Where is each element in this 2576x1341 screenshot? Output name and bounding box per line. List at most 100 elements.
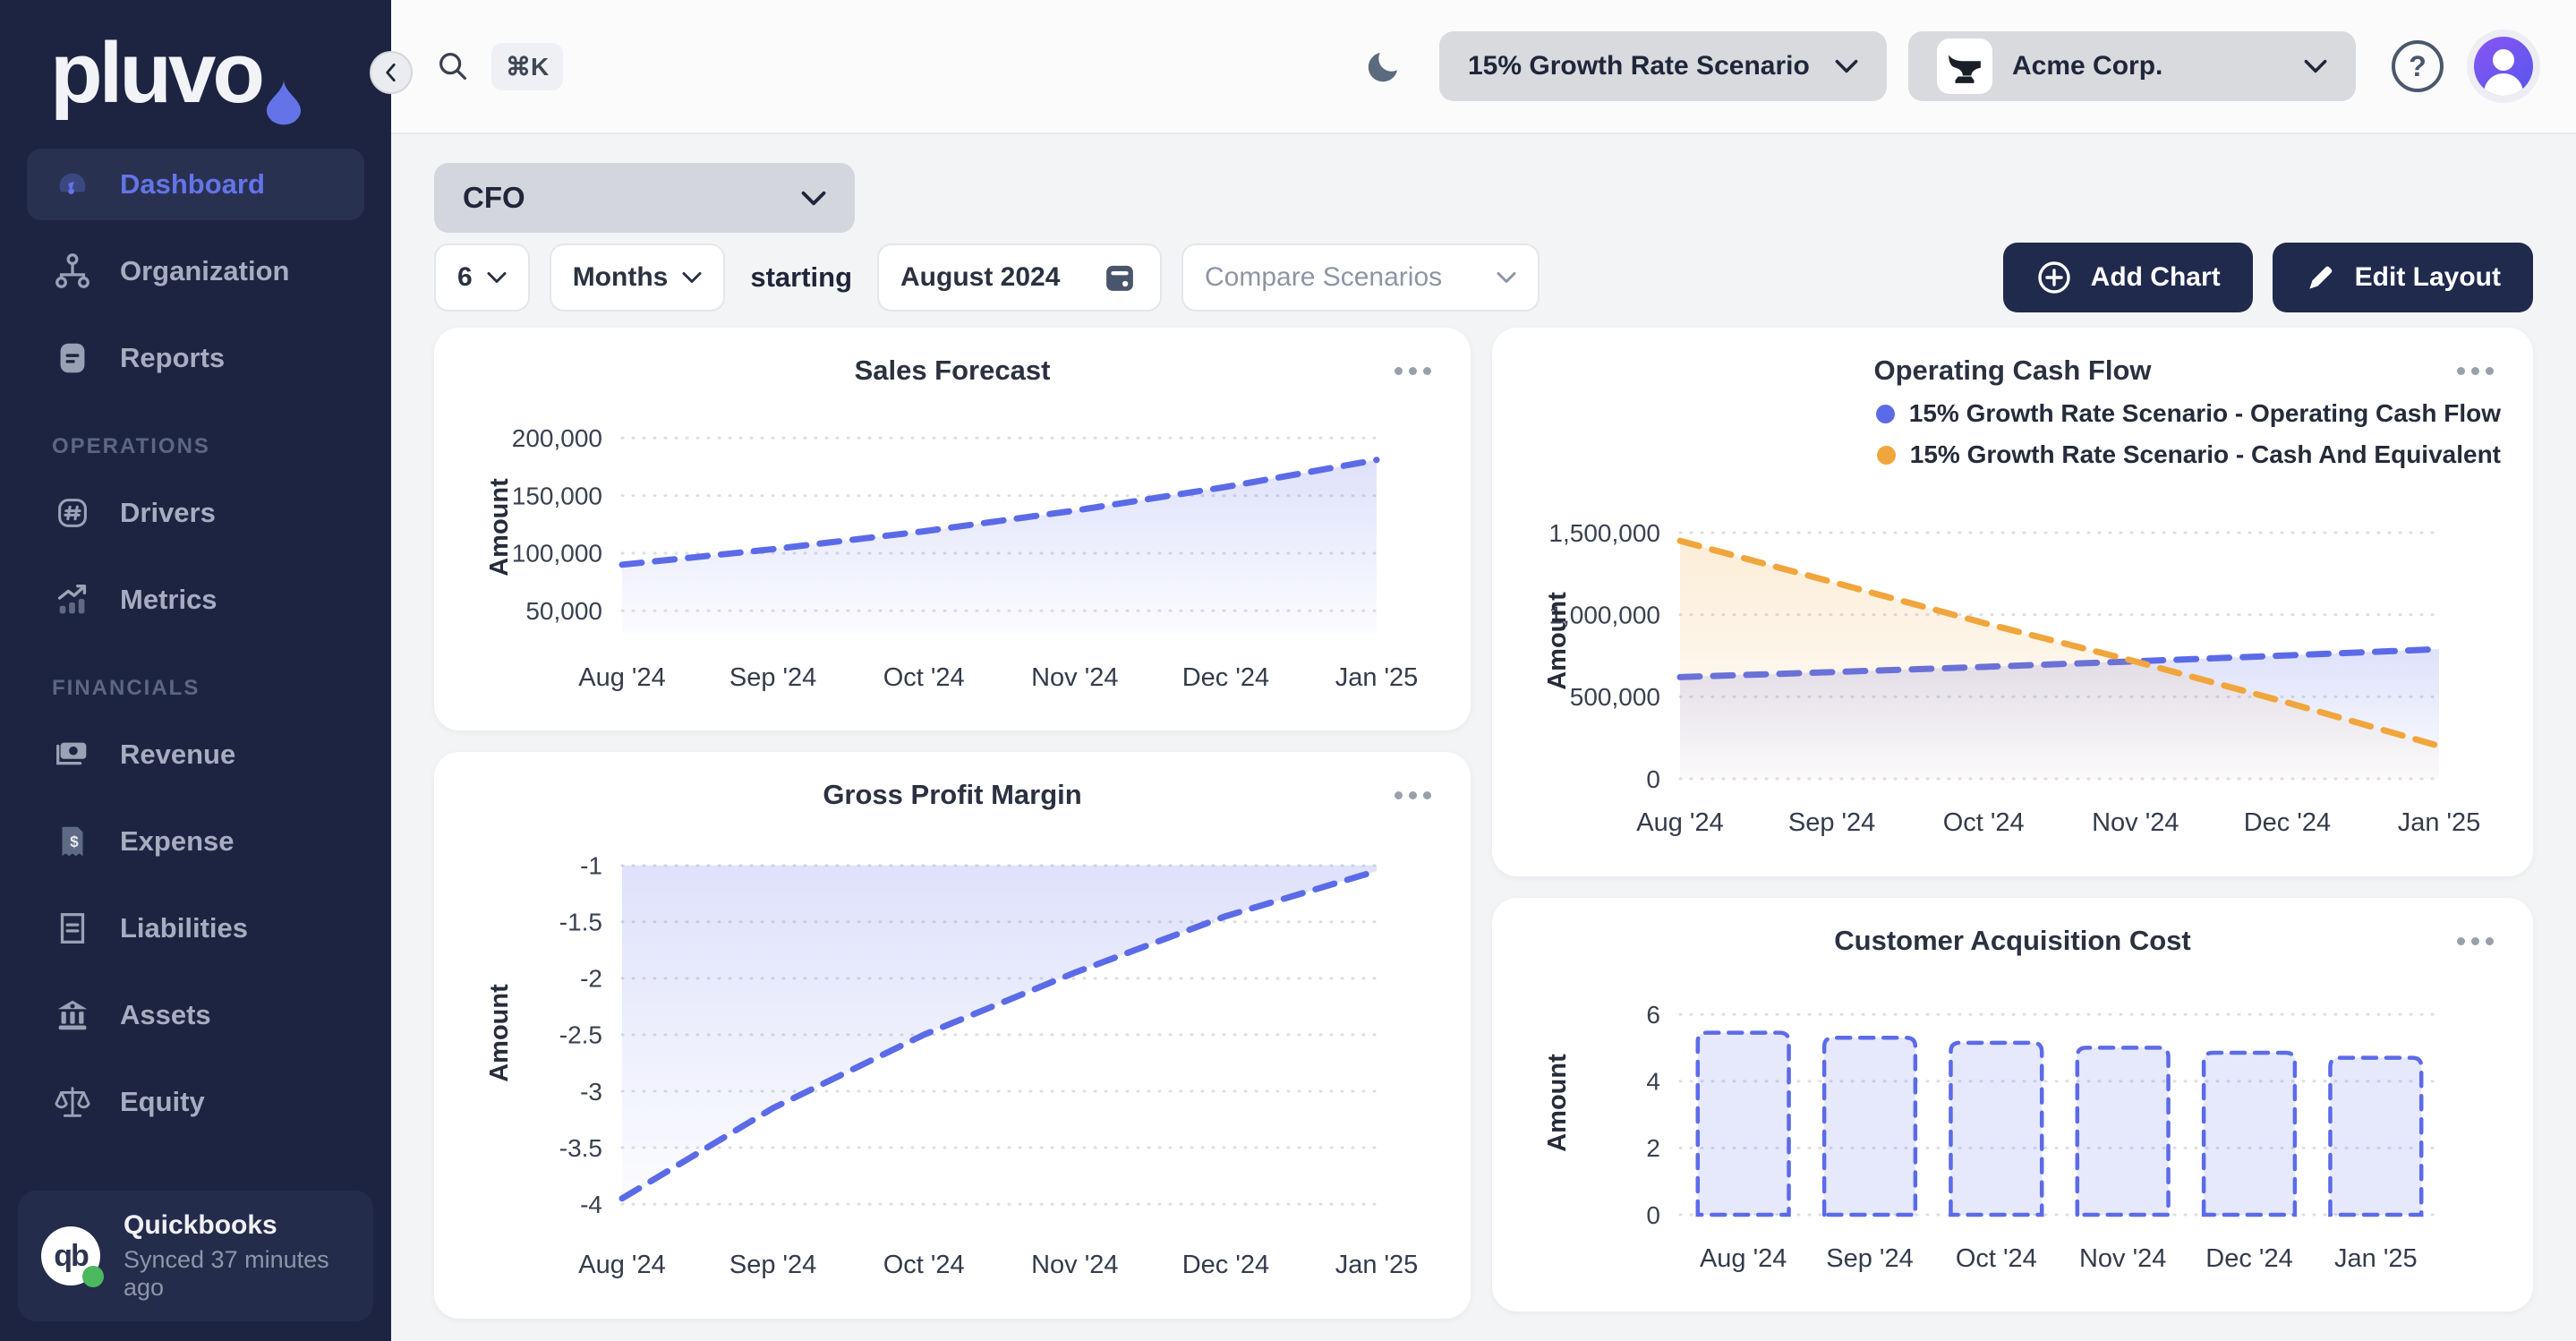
- svg-text:0: 0: [1646, 765, 1660, 793]
- add-chart-button[interactable]: Add Chart: [2002, 243, 2253, 312]
- sidebar-collapse-button[interactable]: [370, 51, 413, 94]
- card-customer-acquisition-cost: Customer Acquisition Cost 6 4 2 0 Amount Aug …: [1492, 898, 2533, 1311]
- hash-icon: [52, 492, 93, 534]
- sidebar-item-expense[interactable]: $ Expense: [27, 806, 364, 877]
- compare-scenarios-select[interactable]: Compare Scenarios: [1181, 243, 1540, 312]
- legend-item: 15% Growth Rate Scenario - Cash And Equi…: [1876, 440, 2501, 469]
- receipt-icon: $: [52, 821, 93, 862]
- svg-text:Jan '25: Jan '25: [2334, 1244, 2418, 1273]
- edit-layout-button[interactable]: Edit Layout: [2272, 243, 2533, 312]
- card-menu-button[interactable]: [2452, 932, 2499, 951]
- sidebar-item-label: Liabilities: [120, 912, 248, 944]
- quickbooks-integration[interactable]: qb Quickbooks Synced 37 minutes ago: [18, 1191, 373, 1321]
- svg-text:Jan '25: Jan '25: [1335, 663, 1419, 692]
- edit-layout-label: Edit Layout: [2354, 262, 2501, 292]
- sidebar-item-revenue[interactable]: Revenue: [27, 719, 364, 790]
- svg-text:500,000: 500,000: [1570, 683, 1660, 711]
- chevron-left-icon: [386, 63, 396, 82]
- gross-profit-margin-chart: -1 -1.5 -2 -2.5 -3 -3.5 -4 Amount Aug '24 Sep '24…: [485, 852, 1419, 1279]
- period-unit-select[interactable]: Months: [549, 243, 726, 312]
- card-menu-button[interactable]: [1389, 786, 1437, 805]
- customer-acquisition-cost-chart: 6 4 2 0 Amount Aug '24 Sep '24 Oct '24 Nov '24 De…: [1543, 1001, 2441, 1273]
- svg-text:Aug '24: Aug '24: [578, 1251, 665, 1279]
- legend-dot-blue: [1875, 404, 1895, 423]
- svg-text:-1.5: -1.5: [559, 909, 602, 936]
- search-icon[interactable]: [434, 47, 472, 85]
- svg-text:Oct '24: Oct '24: [1956, 1244, 2037, 1273]
- compare-scenarios-placeholder: Compare Scenarios: [1205, 262, 1443, 292]
- person-icon: [2484, 49, 2523, 96]
- card-operating-cash-flow: Operating Cash Flow 15% Growth Rate Scen…: [1492, 328, 2533, 876]
- scenario-select[interactable]: 15% Growth Rate Scenario: [1439, 31, 1887, 101]
- sidebar-item-label: Metrics: [120, 584, 218, 615]
- org-chart-icon: [52, 251, 93, 292]
- sidebar-item-label: Expense: [120, 825, 235, 857]
- integration-name: Quickbooks: [124, 1210, 277, 1240]
- chart-title: Sales Forecast: [854, 354, 1051, 386]
- sidebar-item-label: Organization: [120, 255, 290, 286]
- gauge-icon: [52, 164, 93, 205]
- svg-text:Amount: Amount: [485, 478, 514, 577]
- svg-text:Amount: Amount: [1543, 1054, 1572, 1152]
- svg-text:150,000: 150,000: [512, 482, 602, 509]
- card-sales-forecast: Sales Forecast 200,000 150,000 100,000 50,0…: [434, 328, 1471, 730]
- card-menu-button[interactable]: [2452, 362, 2499, 380]
- integration-status: Synced 37 minutes ago: [124, 1246, 329, 1301]
- legend-label: 15% Growth Rate Scenario - Operating Cas…: [1908, 399, 2501, 427]
- sidebar-nav: Dashboard Organization Reports OPERATION…: [0, 149, 391, 1138]
- legend-label: 15% Growth Rate Scenario - Cash And Equi…: [1909, 440, 2501, 468]
- sidebar-section-financials: FINANCIALS: [52, 676, 200, 700]
- svg-text:Sep '24: Sep '24: [729, 663, 816, 692]
- sidebar-item-liabilities[interactable]: Liabilities: [27, 893, 364, 964]
- svg-text:Amount: Amount: [1543, 592, 1572, 690]
- role-selected-value: CFO: [463, 181, 525, 214]
- period-count-value: 6: [457, 262, 473, 292]
- company-logo: [1937, 38, 1992, 94]
- start-date-picker[interactable]: August 2024: [877, 243, 1163, 312]
- scenario-selected-value: 15% Growth Rate Scenario: [1468, 51, 1810, 81]
- trend-chart-icon: [52, 579, 93, 620]
- sidebar-item-label: Drivers: [120, 497, 216, 528]
- sidebar: pluvo Dashboard Organization: [0, 0, 391, 1341]
- user-avatar[interactable]: [2474, 37, 2533, 96]
- sidebar-item-label: Dashboard: [120, 168, 265, 200]
- svg-text:Nov '24: Nov '24: [1031, 663, 1118, 692]
- svg-text:Dec '24: Dec '24: [2244, 808, 2331, 837]
- chart-title: Gross Profit Margin: [823, 779, 1082, 810]
- role-select[interactable]: CFO: [434, 163, 855, 233]
- help-button[interactable]: ?: [2392, 40, 2444, 92]
- question-mark-icon: ?: [2409, 49, 2427, 82]
- sidebar-item-equity[interactable]: Equity: [27, 1066, 364, 1138]
- svg-text:Aug '24: Aug '24: [1636, 808, 1723, 837]
- chevron-down-icon: [801, 191, 826, 205]
- sidebar-item-dashboard[interactable]: Dashboard: [27, 149, 364, 220]
- main-content: CFO 6 Months starting August 2024 Compar…: [391, 134, 2576, 1341]
- company-select[interactable]: Acme Corp.: [1908, 31, 2356, 101]
- sidebar-item-label: Reports: [120, 342, 226, 373]
- sidebar-item-organization[interactable]: Organization: [27, 235, 364, 307]
- card-menu-button[interactable]: [1389, 362, 1437, 380]
- svg-text:Dec '24: Dec '24: [1182, 1251, 1269, 1279]
- search-shortcut-badge[interactable]: ⌘K: [491, 42, 564, 90]
- sidebar-item-label: Assets: [120, 999, 211, 1030]
- ledger-icon: [52, 908, 93, 949]
- legend-item: 15% Growth Rate Scenario - Operating Cas…: [1875, 399, 2501, 428]
- svg-text:-3.5: -3.5: [559, 1134, 602, 1162]
- chart-legend: 15% Growth Rate Scenario - Operating Cas…: [1519, 399, 2501, 469]
- sidebar-item-metrics[interactable]: Metrics: [27, 564, 364, 636]
- sidebar-item-assets[interactable]: Assets: [27, 979, 364, 1051]
- period-count-select[interactable]: 6: [434, 243, 530, 312]
- sidebar-item-reports[interactable]: Reports: [27, 322, 364, 394]
- svg-text:Jan '25: Jan '25: [1335, 1251, 1419, 1279]
- sidebar-item-drivers[interactable]: Drivers: [27, 477, 364, 549]
- sidebar-item-label: Equity: [120, 1086, 205, 1117]
- svg-text:Nov '24: Nov '24: [1031, 1251, 1118, 1279]
- chart-title: Customer Acquisition Cost: [1834, 925, 2191, 956]
- svg-text:Dec '24: Dec '24: [1182, 663, 1269, 692]
- svg-text:$: $: [70, 833, 79, 850]
- svg-text:Aug '24: Aug '24: [1700, 1244, 1787, 1273]
- dark-mode-moon-icon[interactable]: [1364, 46, 1405, 87]
- svg-text:4: 4: [1646, 1068, 1660, 1096]
- svg-text:Sep '24: Sep '24: [729, 1251, 816, 1279]
